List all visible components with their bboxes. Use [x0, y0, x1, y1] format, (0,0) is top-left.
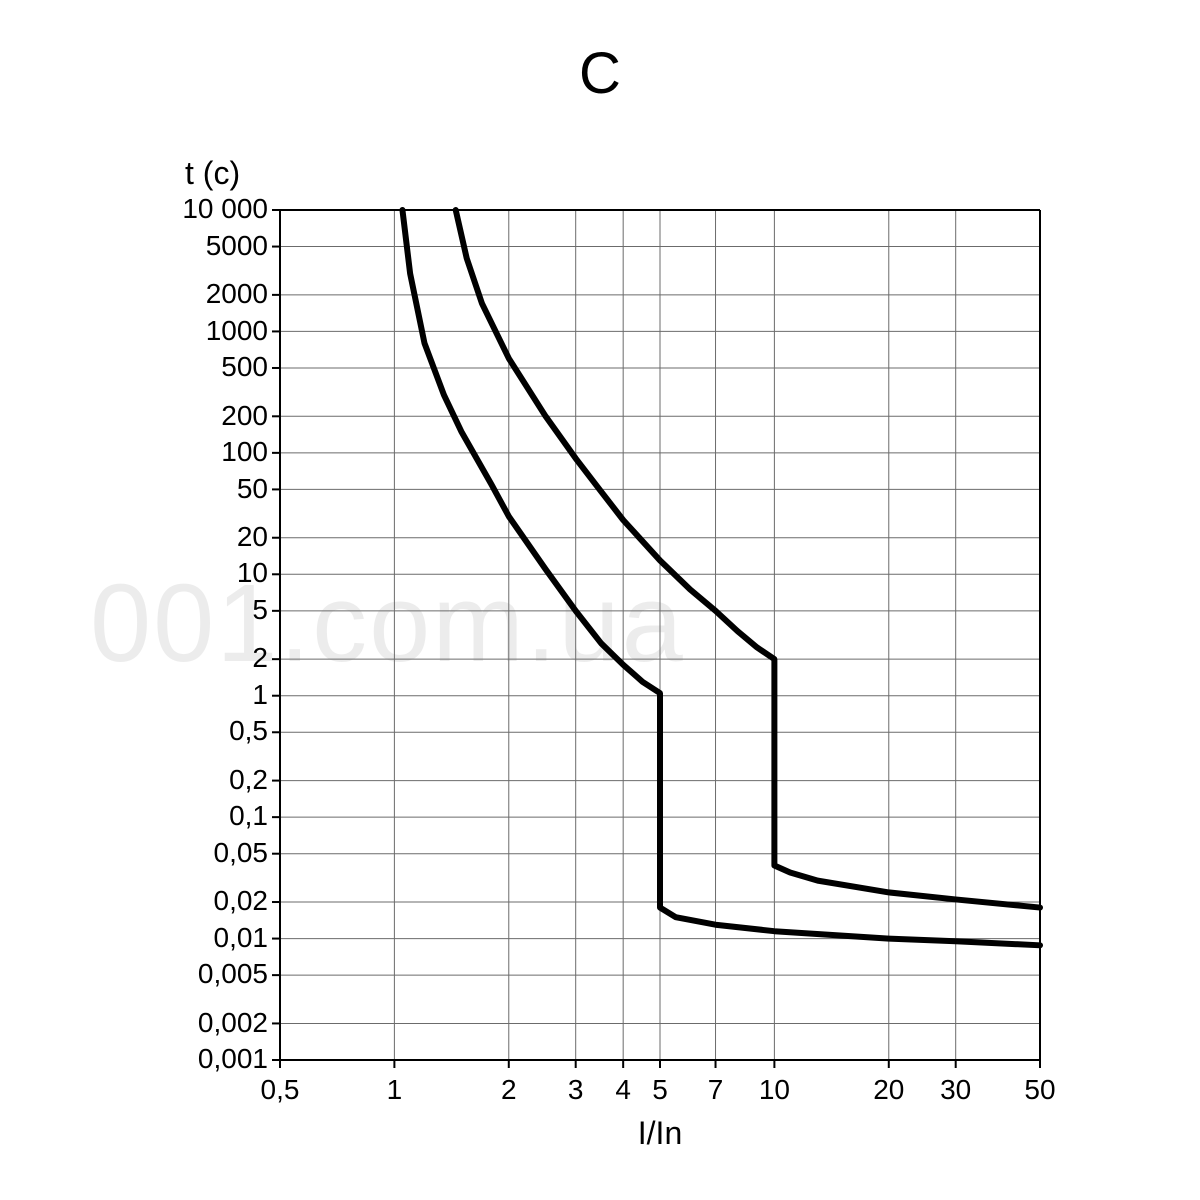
y-tick: 0,005	[158, 958, 268, 990]
y-tick: 100	[158, 436, 268, 468]
y-tick: 50	[158, 473, 268, 505]
x-tick: 10	[739, 1074, 809, 1106]
y-tick: 5	[158, 594, 268, 626]
x-tick: 30	[921, 1074, 991, 1106]
y-tick: 1000	[158, 315, 268, 347]
y-tick: 1	[158, 679, 268, 711]
y-tick: 5000	[158, 230, 268, 262]
y-tick: 200	[158, 400, 268, 432]
y-tick: 0,5	[158, 715, 268, 747]
x-tick: 0,5	[245, 1074, 315, 1106]
y-tick: 2	[158, 642, 268, 674]
x-tick: 1	[359, 1074, 429, 1106]
y-tick: 20	[158, 521, 268, 553]
y-tick: 0,01	[158, 922, 268, 954]
x-tick: 50	[1005, 1074, 1075, 1106]
y-tick: 0,001	[158, 1043, 268, 1075]
y-tick: 0,1	[158, 800, 268, 832]
y-tick: 10 000	[158, 193, 268, 225]
y-tick: 10	[158, 557, 268, 589]
y-tick: 0,2	[158, 764, 268, 796]
x-tick: 20	[854, 1074, 924, 1106]
y-tick: 2000	[158, 278, 268, 310]
y-tick: 0,02	[158, 885, 268, 917]
y-tick: 0,002	[158, 1007, 268, 1039]
y-tick: 0,05	[158, 837, 268, 869]
x-tick: 2	[474, 1074, 544, 1106]
y-tick: 500	[158, 351, 268, 383]
